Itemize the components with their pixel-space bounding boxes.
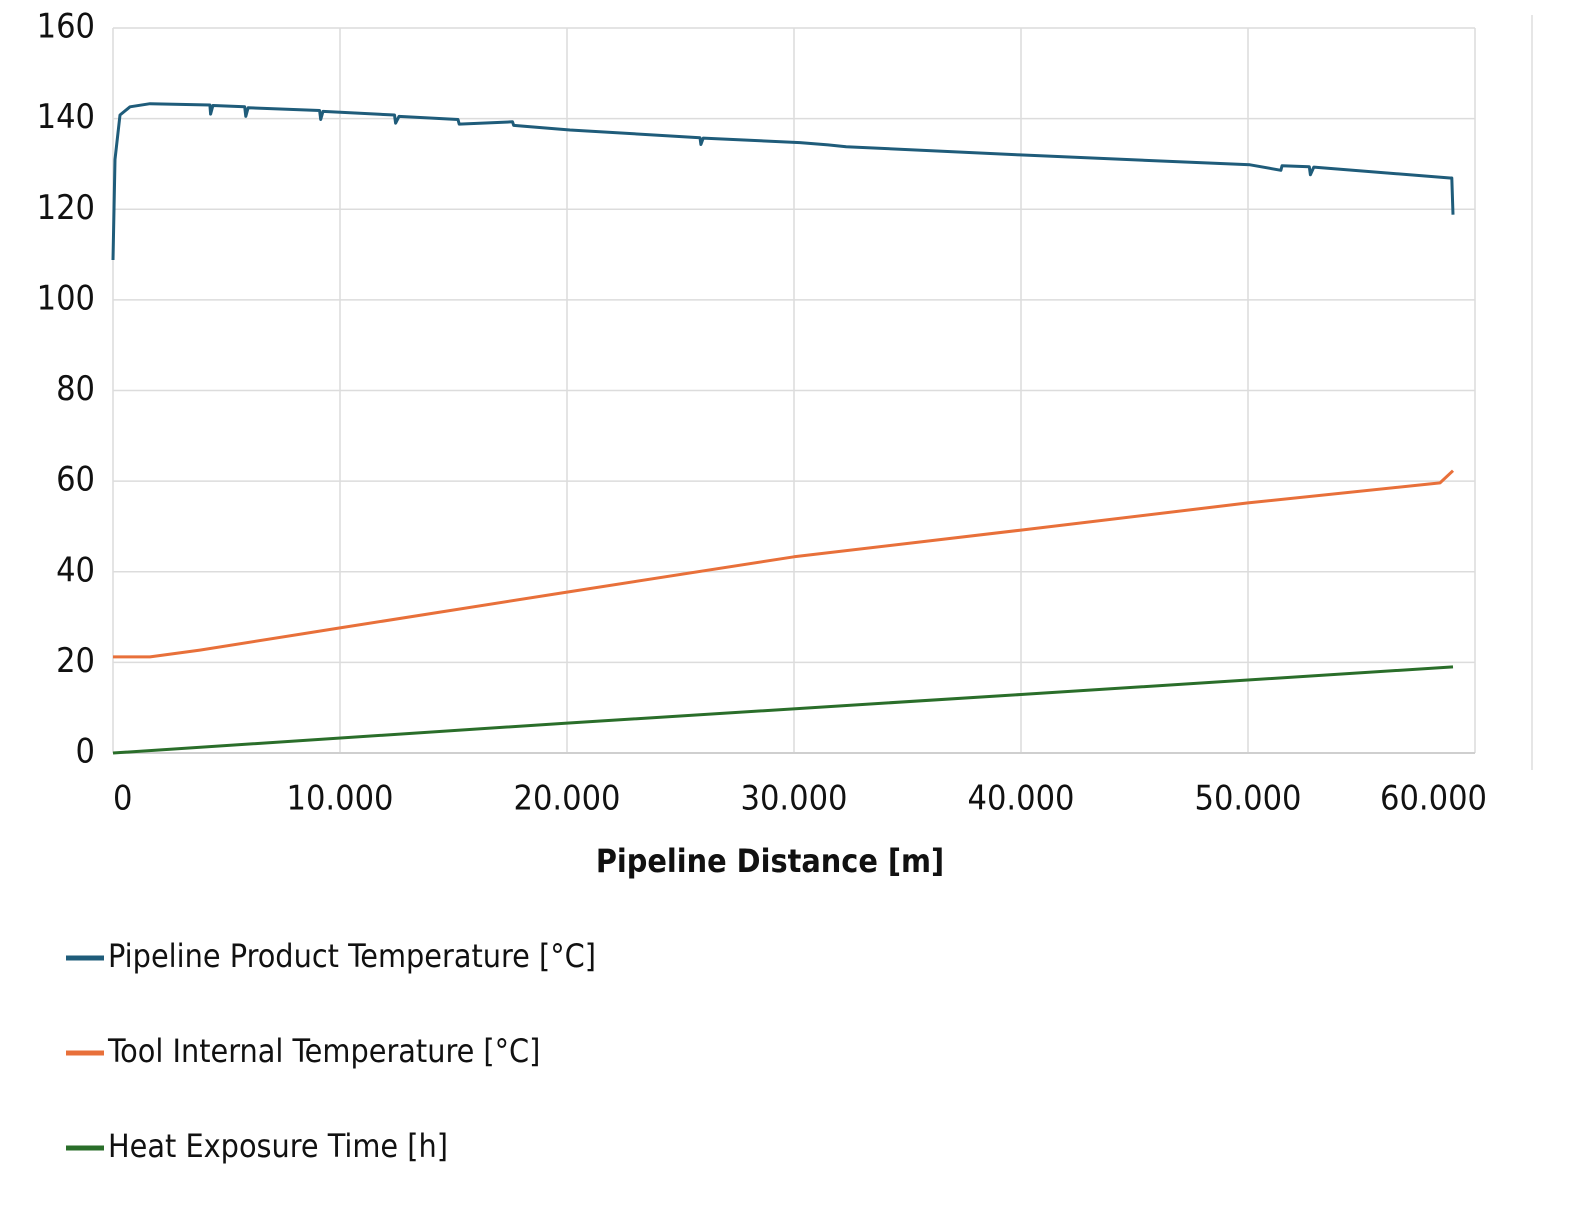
x-tick-label: 30.000	[741, 779, 848, 819]
legend-label: Tool Internal Temperature [°C]	[107, 1032, 540, 1070]
series-line	[113, 469, 1455, 659]
x-tick-label: 40.000	[968, 779, 1075, 819]
series-line	[112, 665, 1454, 755]
legend-label: Pipeline Product Temperature [°C]	[108, 937, 596, 975]
y-tick-label: 60	[56, 460, 95, 500]
legend-label: Heat Exposure Time [h]	[108, 1127, 448, 1165]
x-axis-label: Pipeline Distance [m]	[596, 842, 944, 880]
y-tick-label: 80	[56, 369, 95, 409]
y-tick-label: 40	[56, 550, 95, 590]
y-tick-label: 120	[37, 188, 95, 228]
x-tick-label: 10.000	[287, 779, 394, 819]
x-tick-label: 20.000	[514, 779, 621, 819]
y-tick-label: 160	[37, 7, 95, 47]
y-tick-label: 100	[37, 278, 95, 318]
x-tick-label: 50.000	[1195, 779, 1302, 819]
x-tick-label: 60.000	[1380, 779, 1487, 819]
x-tick-label: 0	[113, 779, 132, 819]
y-tick-label: 0	[76, 732, 95, 772]
series-line	[111, 102, 1455, 261]
y-tick-label: 140	[37, 97, 95, 137]
y-tick-label: 20	[56, 641, 95, 681]
